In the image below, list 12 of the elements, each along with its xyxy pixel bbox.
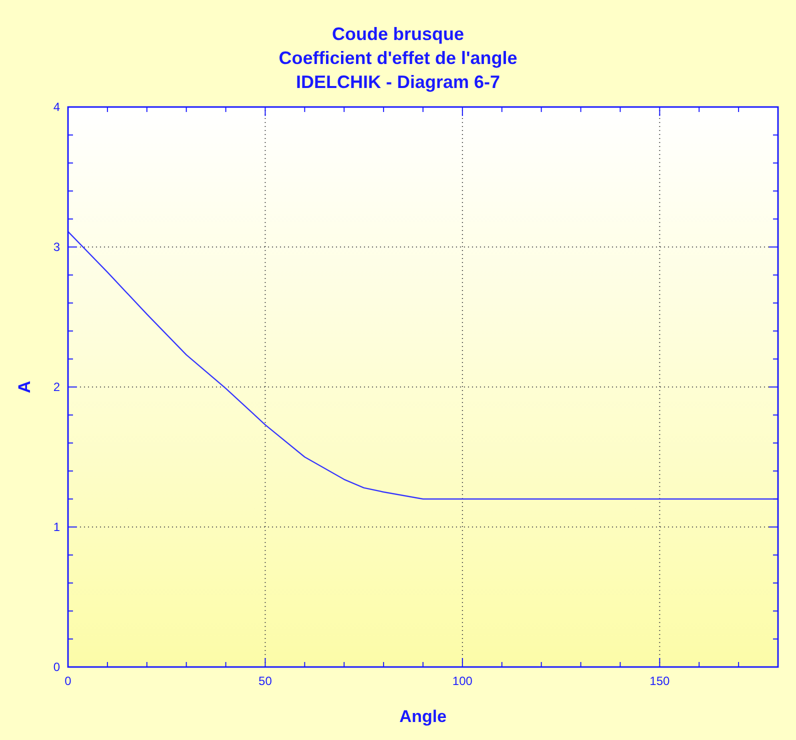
y-tick-label: 0 [53,660,60,674]
x-tick-label: 0 [64,674,72,688]
x-tick-label: 50 [258,674,272,688]
y-tick-label: 1 [53,520,60,534]
y-tick-label: 3 [53,240,60,254]
x-tick-label: 150 [650,674,670,688]
x-axis-title: Angle [399,707,447,726]
y-axis-title: A [15,380,34,394]
chart-title: Coude brusque Coefficient d'effet de l'angle IDELCHIK - Diagram 6-7 [278,24,518,92]
y-tick-label: 4 [53,100,60,114]
x-tick-label: 100 [452,674,473,688]
y-tick-label: 2 [53,380,60,394]
